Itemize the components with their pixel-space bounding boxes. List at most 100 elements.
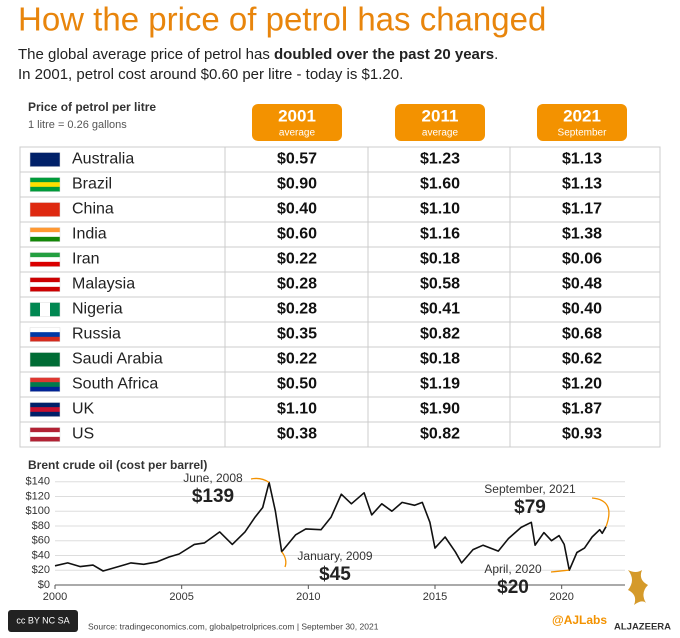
country: Nigeria [72, 301, 123, 318]
price: $1.20 [562, 376, 602, 393]
y-tick-label: $0 [38, 579, 50, 591]
subtitle: The global average price of petrol has d… [18, 46, 498, 63]
license-badge: cc BY NC SA [8, 610, 78, 632]
flag-border [29, 252, 61, 267]
flag-border [29, 352, 61, 367]
price: $1.60 [420, 176, 460, 193]
price: $1.19 [420, 376, 460, 393]
annotation-leader [550, 569, 570, 573]
column-header-box [537, 104, 627, 141]
price: $0.38 [277, 426, 317, 443]
price: $0.57 [277, 151, 317, 168]
country: US [72, 426, 94, 443]
flag-stripe [30, 352, 60, 358]
country: UK [72, 401, 95, 418]
brand: ALJAZEERA [614, 622, 671, 633]
price: $0.28 [277, 301, 317, 318]
price: $0.06 [562, 251, 602, 268]
title: How the price of petrol has changed [18, 1, 546, 38]
price: $0.62 [562, 351, 602, 368]
subtitle-bold: doubled over the past 20 years [274, 46, 494, 63]
flag-stripe [50, 302, 60, 317]
column-year: 2001 [278, 106, 316, 125]
flag-border [29, 277, 61, 292]
x-tick-label: 2010 [296, 591, 320, 603]
flag [29, 427, 61, 442]
price: $1.17 [562, 201, 602, 218]
flag-stripe [30, 152, 60, 158]
flag-stripe [30, 282, 60, 288]
price: $0.22 [277, 251, 317, 268]
price: $0.82 [420, 326, 460, 343]
flag-stripe [30, 302, 40, 317]
annotation-leader [591, 497, 610, 527]
annotation-value: $45 [319, 564, 351, 585]
flag [29, 202, 61, 217]
license: cc BY NC SA [16, 615, 69, 625]
flag-stripe [30, 177, 60, 183]
price: $1.10 [420, 201, 460, 218]
price: $0.93 [562, 426, 602, 443]
price: $1.90 [420, 401, 460, 418]
subtitle-end: . [494, 46, 498, 63]
handle: @AJLabs [552, 613, 607, 627]
country: Australia [72, 151, 134, 168]
flag-border [29, 302, 61, 317]
column-header-box [252, 104, 342, 141]
price: $1.16 [420, 226, 460, 243]
flag [29, 327, 61, 342]
flag-stripe [30, 332, 60, 338]
annotation-leader [281, 551, 287, 568]
flag-stripe [30, 257, 60, 263]
flag [29, 227, 61, 242]
subtitle-start: The global average price of petrol has [18, 46, 274, 63]
annotation-date: September, 2021 [484, 482, 576, 496]
flag-stripe [30, 157, 60, 163]
x-tick-label: 2000 [43, 591, 67, 603]
flag [29, 377, 61, 392]
y-tick-label: $80 [32, 520, 50, 532]
annotation-value: $79 [514, 497, 546, 518]
flag-border [29, 402, 61, 417]
flag-border [29, 327, 61, 342]
flag-stripe [30, 286, 60, 292]
price: $0.28 [277, 276, 317, 293]
flag-stripe [30, 202, 60, 208]
price: $0.40 [277, 201, 317, 218]
column-sub: average [279, 128, 316, 139]
flag-stripe [30, 386, 60, 392]
price: $1.13 [562, 176, 602, 193]
license-box [8, 610, 78, 632]
y-tick-label: $100 [26, 505, 50, 517]
column-sub: September [558, 128, 608, 139]
price: $0.22 [277, 351, 317, 368]
column-year: 2021 [563, 106, 601, 125]
y-tick-label: $20 [32, 564, 50, 576]
flag-stripe [30, 411, 60, 417]
country: Malaysia [72, 276, 135, 293]
country: South Africa [72, 376, 158, 393]
country: Saudi Arabia [72, 351, 163, 368]
flag-stripe [30, 427, 60, 433]
flag-stripe [30, 252, 60, 258]
flag-border [29, 177, 61, 192]
flag-stripe [30, 236, 60, 242]
annotation-date: April, 2020 [484, 562, 542, 576]
price: $0.82 [420, 426, 460, 443]
brand-logo [628, 570, 648, 605]
price: $0.41 [420, 301, 460, 318]
price: $0.68 [562, 326, 602, 343]
source: Source: tradingeconomics.com, globalpetr… [88, 621, 379, 631]
price: $0.50 [277, 376, 317, 393]
flag-stripe [30, 327, 60, 333]
y-tick-label: $140 [26, 476, 50, 488]
annotation-value: $139 [192, 486, 234, 507]
flag-stripe [30, 336, 60, 342]
flag-stripe [30, 432, 60, 438]
flag-border [29, 377, 61, 392]
price: $1.38 [562, 226, 602, 243]
flag-stripe [30, 186, 60, 192]
y-tick-label: $120 [26, 490, 50, 502]
flag-stripe [40, 302, 50, 317]
